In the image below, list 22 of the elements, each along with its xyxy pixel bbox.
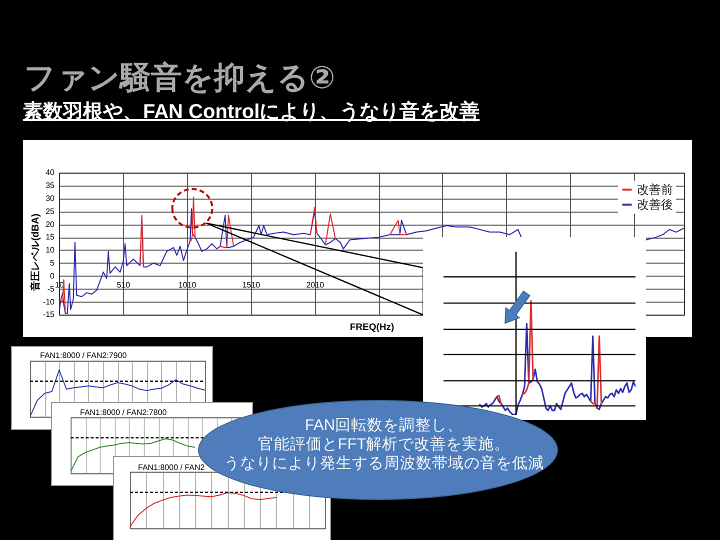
chart-title: FAN1:8000 / FAN2	[138, 462, 205, 472]
y-tick-label: 15	[46, 232, 56, 242]
chart-subtitle: 素数羽根や、FAN Controlにより、うなり音を改善	[23, 99, 480, 125]
y-tick-label: 20	[46, 220, 56, 229]
y-tick-label: 0	[50, 271, 56, 280]
y-tick-label: 10	[46, 246, 56, 255]
chart-title: FAN1:8000 / FAN2:7900	[40, 350, 127, 360]
y-tick-label: -5	[47, 284, 56, 294]
y-tick-label: -10	[42, 297, 56, 306]
legend-label: 改善前	[637, 182, 673, 197]
y-tick-label: 40	[46, 168, 56, 178]
y-axis-title: 音圧レベル(dBA)	[30, 214, 42, 292]
annotation: FAN回転数を調整し、官能評価とFFT解析で改善を実施。うなりにより発生する周波数帯域の音を低減	[224, 416, 544, 472]
legend-label: 改善後	[637, 198, 673, 212]
chart-title: ファン騒音を抑える②	[24, 59, 336, 97]
y-tick-label: 30	[46, 194, 56, 204]
y-tick-label: -15	[42, 310, 56, 320]
y-tick-label: 35	[46, 181, 56, 190]
x-axis-title: FREQ(Hz)	[350, 322, 394, 334]
y-tick-label: 5	[50, 258, 56, 268]
y-tick-label: 25	[46, 206, 56, 216]
chart-title: FAN1:8000 / FAN2:7800	[80, 408, 167, 417]
